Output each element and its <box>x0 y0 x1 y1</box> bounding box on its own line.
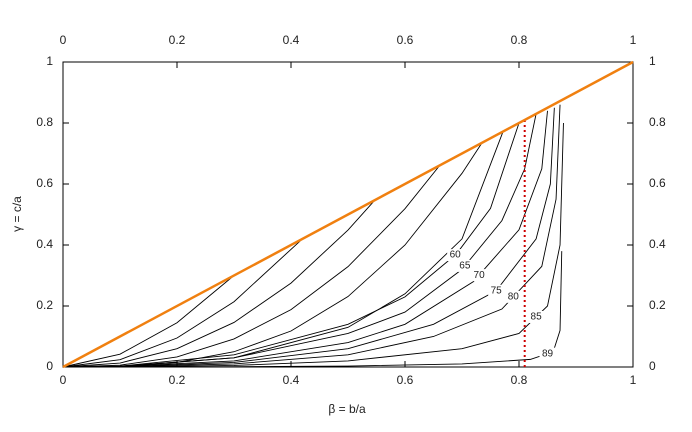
y-tick-label-right: 0.2 <box>649 298 666 312</box>
x-tick-label: 1 <box>630 373 637 387</box>
curve-label: 65 <box>459 261 471 272</box>
y-axis-label: γ = c/a <box>10 196 24 232</box>
plot-frame <box>62 61 634 368</box>
y-tick-label-right: 0 <box>649 359 656 373</box>
x-tick-label: 0 <box>60 373 67 387</box>
curve <box>62 165 441 368</box>
label-bg <box>505 290 522 303</box>
x-tick-label-top: 1 <box>630 33 637 47</box>
curve <box>62 60 634 369</box>
x-tick-label: 0.8 <box>511 373 528 387</box>
x-axis-label: β = b/a <box>328 402 366 416</box>
x-tick-label-top: 0.6 <box>397 33 414 47</box>
curve <box>62 275 235 368</box>
x-tick-label-top: 0.2 <box>169 33 186 47</box>
curve-label: 80 <box>508 291 520 302</box>
label-bg <box>447 249 464 262</box>
curve <box>62 199 376 368</box>
x-tick-label-top: 0 <box>60 33 67 47</box>
x-tick-label: 0.6 <box>397 373 414 387</box>
x-tick-label: 0.2 <box>169 373 186 387</box>
y-tick-label-right: 1 <box>649 54 656 68</box>
label-bg <box>456 259 473 272</box>
curve-label: 70 <box>474 270 486 281</box>
label-bg <box>488 284 505 297</box>
curve <box>62 238 303 368</box>
y-tick-label: 0 <box>46 359 53 373</box>
curve-label: 85 <box>531 312 543 323</box>
y-tick-label: 0.8 <box>36 115 53 129</box>
curve-label: 89 <box>542 348 554 359</box>
y-tick-label: 0.4 <box>36 237 53 251</box>
label-bg <box>539 347 556 360</box>
y-tick-label-right: 0.4 <box>649 237 666 251</box>
curve <box>62 104 561 368</box>
y-tick-label-right: 0.8 <box>649 115 666 129</box>
y-tick-label: 0.2 <box>36 298 53 312</box>
curve <box>62 110 548 368</box>
curve-label: 60 <box>450 250 462 261</box>
curve <box>62 113 537 368</box>
label-bg <box>528 310 545 323</box>
x-tick-label-top: 0.8 <box>511 33 528 47</box>
y-tick-label: 0.6 <box>36 176 53 190</box>
y-tick-label-right: 0.6 <box>649 176 666 190</box>
y-tick-label: 1 <box>46 54 53 68</box>
curve <box>62 122 564 368</box>
x-tick-label-top: 0.4 <box>283 33 300 47</box>
label-bg <box>471 269 488 282</box>
curve <box>62 122 520 368</box>
curve-label: 75 <box>491 285 503 296</box>
x-tick-label: 0.4 <box>283 373 300 387</box>
curve <box>62 107 555 368</box>
curve <box>63 251 563 368</box>
